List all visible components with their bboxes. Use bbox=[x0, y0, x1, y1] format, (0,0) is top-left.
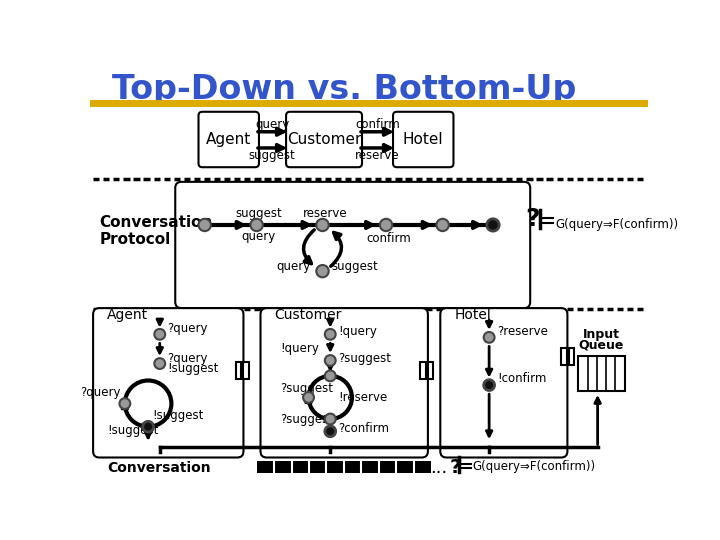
Text: !query: !query bbox=[338, 325, 377, 338]
Text: ?reserve: ?reserve bbox=[497, 326, 548, 339]
Text: Hotel: Hotel bbox=[403, 132, 444, 147]
Bar bbox=[235, 362, 241, 379]
Circle shape bbox=[484, 332, 495, 343]
Circle shape bbox=[154, 358, 165, 369]
FancyBboxPatch shape bbox=[441, 308, 567, 457]
Circle shape bbox=[325, 329, 336, 340]
Text: query: query bbox=[255, 118, 289, 131]
Text: suggest: suggest bbox=[235, 207, 282, 220]
Circle shape bbox=[143, 421, 153, 432]
Text: reserve: reserve bbox=[355, 149, 400, 162]
Text: !confirm: !confirm bbox=[497, 373, 546, 386]
Circle shape bbox=[325, 414, 336, 424]
Text: ?query: ?query bbox=[81, 386, 121, 399]
Circle shape bbox=[325, 426, 336, 437]
Text: ...: ... bbox=[430, 458, 447, 476]
Text: ?: ? bbox=[449, 458, 461, 477]
Circle shape bbox=[380, 219, 392, 231]
Circle shape bbox=[436, 219, 449, 231]
Bar bbox=[243, 362, 249, 379]
Text: !reserve: !reserve bbox=[338, 391, 387, 404]
Bar bbox=[420, 362, 426, 379]
Text: query: query bbox=[242, 230, 276, 243]
Text: confirm: confirm bbox=[355, 118, 400, 131]
Text: !suggest: !suggest bbox=[107, 424, 158, 437]
Bar bbox=[569, 348, 575, 365]
Text: Customer: Customer bbox=[274, 308, 342, 322]
Text: G(query⇒F(confirm)): G(query⇒F(confirm)) bbox=[473, 460, 596, 473]
Text: suggest: suggest bbox=[332, 260, 379, 273]
Text: !suggest: !suggest bbox=[152, 409, 203, 422]
FancyBboxPatch shape bbox=[175, 182, 530, 308]
Circle shape bbox=[484, 380, 495, 390]
Circle shape bbox=[316, 219, 329, 231]
Bar bbox=[256, 461, 431, 473]
Text: ?suggest: ?suggest bbox=[280, 382, 333, 395]
Text: Agent: Agent bbox=[206, 132, 251, 147]
Text: G(query⇒F(confirm)): G(query⇒F(confirm)) bbox=[555, 219, 678, 232]
Circle shape bbox=[325, 355, 336, 366]
Text: ?suggest: ?suggest bbox=[280, 413, 333, 426]
Bar bbox=[561, 348, 567, 365]
Circle shape bbox=[325, 370, 336, 381]
Text: Hotel: Hotel bbox=[454, 308, 491, 322]
Circle shape bbox=[316, 265, 329, 278]
Text: Queue: Queue bbox=[579, 339, 624, 352]
Text: ?confirm: ?confirm bbox=[338, 422, 389, 435]
FancyBboxPatch shape bbox=[199, 112, 259, 167]
Text: ?query: ?query bbox=[168, 322, 208, 335]
FancyBboxPatch shape bbox=[261, 308, 428, 457]
Text: reserve: reserve bbox=[302, 207, 347, 220]
Circle shape bbox=[303, 392, 314, 403]
Bar bbox=[578, 356, 625, 390]
Text: Agent: Agent bbox=[107, 308, 148, 322]
Bar bbox=[428, 362, 433, 379]
FancyBboxPatch shape bbox=[93, 308, 243, 457]
Text: Top-Down vs. Bottom-Up: Top-Down vs. Bottom-Up bbox=[112, 73, 576, 106]
Circle shape bbox=[154, 329, 165, 340]
Circle shape bbox=[251, 219, 263, 231]
Text: suggest: suggest bbox=[248, 149, 295, 162]
Text: !suggest: !suggest bbox=[168, 362, 219, 375]
Text: confirm: confirm bbox=[366, 232, 410, 245]
FancyBboxPatch shape bbox=[393, 112, 454, 167]
Text: Conversation: Conversation bbox=[107, 461, 211, 475]
Circle shape bbox=[487, 219, 499, 231]
Text: ?suggest: ?suggest bbox=[338, 352, 391, 365]
Text: Input: Input bbox=[583, 328, 620, 341]
Text: Protocol: Protocol bbox=[99, 232, 171, 247]
Text: ?query: ?query bbox=[168, 352, 208, 365]
Text: Customer: Customer bbox=[287, 132, 361, 147]
Text: !query: !query bbox=[280, 342, 319, 355]
Circle shape bbox=[120, 398, 130, 409]
Text: query: query bbox=[276, 260, 310, 273]
Circle shape bbox=[199, 219, 211, 231]
Text: ?: ? bbox=[526, 207, 540, 231]
FancyBboxPatch shape bbox=[286, 112, 362, 167]
Text: Conversation: Conversation bbox=[99, 215, 212, 230]
